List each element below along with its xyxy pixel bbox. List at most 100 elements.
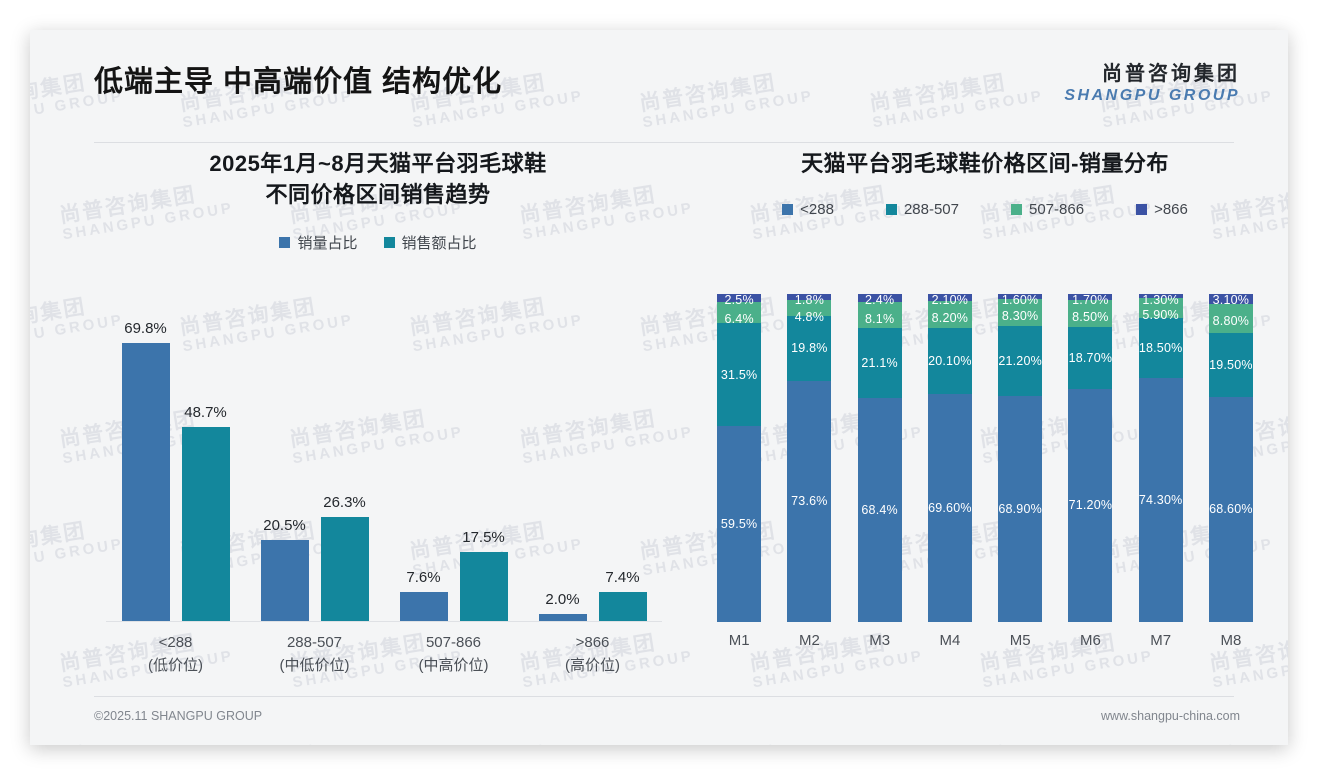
x-axis-label: M7 [1150,632,1172,649]
header-divider [94,142,1234,143]
stack-segment-288[interactable]: 73.6% [787,380,832,622]
stack-segment-label: 8.30% [1001,309,1039,324]
stack-segment-507-866[interactable]: 4.8% [787,299,832,324]
stack-segment-866[interactable]: 1.30% [1138,293,1183,307]
bar-value-label: 17.5% [462,529,505,546]
left-chart-axis-line [106,621,662,622]
x-axis-label: M8 [1220,632,1242,649]
stack-segment-507-866[interactable]: 8.1% [857,301,902,329]
bar-value-label: 26.3% [323,493,366,511]
bar-sales[interactable]: 26.3% [320,494,369,622]
stack-segment-288-507[interactable]: 21.20% [998,326,1043,396]
legend-swatch [1011,204,1022,216]
stack-segment-label: 2.5% [724,293,754,307]
stack-segment-label: 6.4% [724,312,754,327]
stack-segment-507-866[interactable]: 8.50% [1068,299,1113,328]
stacked-bar[interactable]: 1.8% 4.8% 19.8% 73.6% [787,293,832,622]
bar-value-label: 20.5% [263,517,306,534]
legend-item-866[interactable]: >866 [1136,201,1188,218]
stack-segment-866[interactable]: 1.70% [1068,293,1113,307]
stack-segment-288-507[interactable]: 31.5% [717,323,762,427]
bar-value-label: 7.4% [605,569,640,587]
stacked-bar[interactable]: 1.70% 8.50% 18.70% 71.20% [1068,293,1113,622]
bar-sales[interactable]: 17.5% [459,529,508,622]
stacked-bar[interactable]: 3.10% 8.80% 19.50% 68.60% [1208,293,1253,622]
bar-volume[interactable]: 20.5% [260,517,309,622]
stack-segment-507-866[interactable]: 8.20% [927,300,972,328]
bar-group: 7.6% 17.5% [384,302,523,622]
stack-segment-label: 4.8% [794,309,825,324]
bar-value-label: 2.0% [545,591,580,608]
stack-segment-288[interactable]: 74.30% [1138,378,1183,622]
legend-item-volume[interactable]: 销量占比 [279,232,358,253]
bar-group: 2.0% 7.4% [523,302,662,622]
stack-segment-866[interactable]: 2.4% [857,293,902,307]
category-label: 288-507 (中低价位) [245,624,384,680]
bar-value-label: 48.7% [184,404,227,422]
stack-segment-507-866[interactable]: 5.90% [1138,298,1183,322]
stack-segment-288-507[interactable]: 18.70% [1068,327,1113,389]
stack-segment-288[interactable]: 68.4% [857,397,902,622]
category-label: >866 (高价位) [523,624,662,680]
stack-segment-288-507[interactable]: 21.1% [857,328,902,398]
bar-sales[interactable]: 48.7% [181,404,230,622]
x-axis-label: M6 [1079,632,1101,649]
right-chart-title: 天猫平台羽毛球鞋价格区间-销量分布 [801,151,1169,176]
category-label-main: >866 [575,634,610,651]
category-label-main: 288-507 [286,634,343,651]
right-chart-legend: <288 288-507 507-866 >866 [690,201,1280,218]
bar-group: 69.8% 48.7% [106,302,245,622]
bar-sales[interactable]: 7.4% [598,569,647,622]
legend-item-sales[interactable]: 销售额占比 [383,232,477,253]
bar-volume[interactable]: 7.6% [399,569,448,622]
stack-segment-label: 5.90% [1142,308,1179,323]
stack-segment-288[interactable]: 69.60% [927,393,972,622]
left-chart-title-line1: 2025年1月~8月天猫平台羽毛球鞋 [209,151,547,176]
stacked-bar[interactable]: 2.4% 8.1% 21.1% 68.4% [857,293,902,622]
stack-segment-label: 68.4% [861,502,898,517]
stack-segment-866[interactable]: 2.10% [927,293,972,307]
stack-segment-507-866[interactable]: 8.80% [1208,304,1253,334]
category-label-main: 507-866 [425,634,482,651]
stacked-bar-group: 1.70% 8.50% 18.70% 71.20% [1055,293,1125,622]
stack-segment-866[interactable]: 3.10% [1208,293,1253,307]
bar-volume[interactable]: 2.0% [538,591,587,622]
stack-segment-288[interactable]: 59.5% [717,426,762,622]
stacked-bar-group: 2.4% 8.1% 21.1% 68.4% [845,293,915,622]
stack-segment-866[interactable]: 1.60% [998,293,1043,307]
stack-segment-label: 1.30% [1142,293,1179,307]
legend-item-507-866[interactable]: 507-866 [1011,201,1084,218]
stack-segment-288[interactable]: 71.20% [1068,388,1113,622]
bar-volume[interactable]: 69.8% [121,320,170,622]
legend-label-volume: 销量占比 [297,235,358,253]
stack-segment-label: 2.4% [864,293,895,307]
stack-segment-866[interactable]: 2.5% [717,293,762,307]
stack-segment-288[interactable]: 68.60% [1208,396,1253,622]
footer-website[interactable]: www.shangpu-china.com [1101,709,1240,723]
legend-item-288-507[interactable]: 288-507 [885,201,959,218]
x-axis-label: M4 [939,632,961,649]
stacked-bar[interactable]: 1.30% 5.90% 18.50% 74.30% [1138,293,1183,622]
stack-segment-288[interactable]: 68.90% [998,395,1043,622]
stack-segment-label: 18.50% [1138,340,1183,355]
stack-segment-507-866[interactable]: 8.30% [998,299,1043,327]
stack-segment-288-507[interactable]: 19.50% [1208,333,1253,397]
legend-swatch [885,204,897,216]
stack-segment-866[interactable]: 1.8% [787,293,832,307]
stacked-bar[interactable]: 2.10% 8.20% 20.10% 69.60% [927,293,972,622]
stack-segment-label: 8.50% [1072,309,1109,324]
stacked-bar-group: 2.10% 8.20% 20.10% 69.60% [915,293,985,622]
stacked-bar-group: 1.8% 4.8% 19.8% 73.6% [774,293,844,622]
category-label-main: <288 [158,634,193,651]
stacked-bar[interactable]: 2.5% 6.4% 31.5% 59.5% [717,293,762,622]
stack-segment-288-507[interactable]: 20.10% [927,327,972,394]
category-label: 507-866 (中高价位) [384,624,523,680]
legend-item-288[interactable]: <288 [782,201,834,218]
stack-segment-288-507[interactable]: 19.8% [787,315,832,381]
stack-segment-label: 21.20% [998,354,1042,369]
stack-segment-288-507[interactable]: 18.50% [1138,317,1183,379]
stacked-bar[interactable]: 1.60% 8.30% 21.20% 68.90% [998,293,1043,622]
stack-segment-507-866[interactable]: 6.4% [717,302,762,327]
